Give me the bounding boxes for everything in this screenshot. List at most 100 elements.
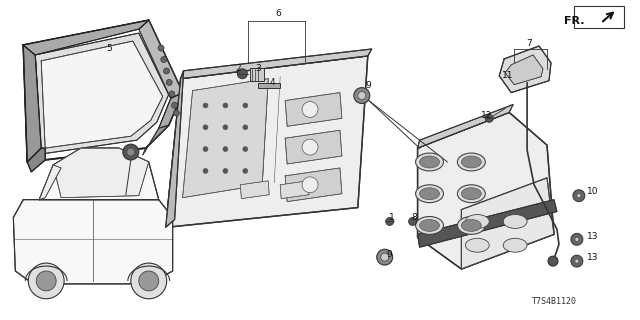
Circle shape bbox=[139, 271, 159, 291]
Circle shape bbox=[577, 194, 581, 198]
Text: 1: 1 bbox=[389, 213, 395, 222]
Text: 9: 9 bbox=[365, 81, 371, 90]
Polygon shape bbox=[166, 71, 184, 228]
Text: 3: 3 bbox=[255, 64, 261, 73]
Polygon shape bbox=[53, 148, 148, 198]
Circle shape bbox=[408, 218, 417, 225]
Ellipse shape bbox=[461, 220, 481, 231]
Polygon shape bbox=[417, 200, 557, 247]
Polygon shape bbox=[285, 92, 342, 126]
Ellipse shape bbox=[503, 214, 527, 228]
Circle shape bbox=[485, 114, 493, 122]
Circle shape bbox=[172, 102, 177, 108]
Circle shape bbox=[158, 45, 164, 51]
Text: 13: 13 bbox=[587, 232, 598, 241]
Bar bbox=[250, 68, 264, 81]
Polygon shape bbox=[23, 45, 41, 162]
Ellipse shape bbox=[461, 188, 481, 200]
Text: 7: 7 bbox=[526, 38, 532, 48]
Circle shape bbox=[123, 144, 139, 160]
Circle shape bbox=[169, 91, 175, 97]
Polygon shape bbox=[505, 55, 543, 85]
Polygon shape bbox=[241, 181, 269, 199]
Polygon shape bbox=[285, 168, 342, 202]
Circle shape bbox=[203, 125, 208, 130]
Circle shape bbox=[386, 218, 394, 225]
Circle shape bbox=[173, 110, 179, 116]
Polygon shape bbox=[13, 200, 173, 284]
Polygon shape bbox=[39, 148, 159, 200]
Circle shape bbox=[131, 263, 166, 299]
Text: 2: 2 bbox=[236, 64, 241, 73]
Circle shape bbox=[223, 147, 228, 152]
Circle shape bbox=[243, 147, 248, 152]
Ellipse shape bbox=[503, 238, 527, 252]
Circle shape bbox=[127, 148, 135, 156]
Circle shape bbox=[573, 190, 585, 202]
Circle shape bbox=[571, 233, 583, 245]
Text: 9: 9 bbox=[387, 250, 392, 259]
Circle shape bbox=[571, 255, 583, 267]
Circle shape bbox=[166, 79, 172, 85]
Text: 4: 4 bbox=[269, 78, 275, 87]
Ellipse shape bbox=[458, 217, 485, 234]
Circle shape bbox=[548, 256, 558, 266]
Circle shape bbox=[161, 57, 167, 62]
Ellipse shape bbox=[465, 238, 489, 252]
Circle shape bbox=[302, 177, 318, 193]
Text: 8: 8 bbox=[412, 213, 417, 222]
Polygon shape bbox=[35, 33, 169, 154]
Polygon shape bbox=[417, 105, 513, 148]
Ellipse shape bbox=[461, 156, 481, 168]
Ellipse shape bbox=[458, 185, 485, 203]
Circle shape bbox=[381, 253, 388, 261]
Circle shape bbox=[243, 125, 248, 130]
Text: 12: 12 bbox=[481, 111, 492, 120]
Polygon shape bbox=[139, 20, 182, 99]
Circle shape bbox=[302, 101, 318, 117]
Ellipse shape bbox=[458, 153, 485, 171]
Circle shape bbox=[223, 103, 228, 108]
Polygon shape bbox=[461, 178, 554, 269]
Circle shape bbox=[203, 147, 208, 152]
Text: FR.: FR. bbox=[564, 16, 585, 26]
Polygon shape bbox=[417, 112, 554, 269]
Polygon shape bbox=[143, 125, 169, 155]
Ellipse shape bbox=[415, 217, 444, 234]
Circle shape bbox=[243, 103, 248, 108]
Circle shape bbox=[354, 88, 370, 103]
Polygon shape bbox=[41, 41, 163, 148]
Polygon shape bbox=[23, 20, 182, 162]
Circle shape bbox=[302, 139, 318, 155]
Circle shape bbox=[203, 168, 208, 173]
Polygon shape bbox=[499, 46, 551, 92]
Circle shape bbox=[36, 271, 56, 291]
Text: T7S4B1120: T7S4B1120 bbox=[531, 297, 577, 306]
Circle shape bbox=[223, 125, 228, 130]
Ellipse shape bbox=[420, 220, 440, 231]
Ellipse shape bbox=[415, 185, 444, 203]
Polygon shape bbox=[28, 148, 45, 172]
Ellipse shape bbox=[420, 188, 440, 200]
Polygon shape bbox=[182, 79, 268, 198]
Circle shape bbox=[575, 259, 579, 263]
Circle shape bbox=[203, 103, 208, 108]
Polygon shape bbox=[23, 20, 148, 55]
Ellipse shape bbox=[415, 153, 444, 171]
Text: 13: 13 bbox=[587, 253, 598, 262]
Circle shape bbox=[243, 168, 248, 173]
Polygon shape bbox=[39, 165, 61, 200]
Text: 5: 5 bbox=[106, 44, 112, 53]
Circle shape bbox=[358, 92, 366, 100]
Polygon shape bbox=[166, 56, 368, 228]
Text: 11: 11 bbox=[502, 71, 514, 80]
Text: 6: 6 bbox=[275, 9, 281, 18]
Ellipse shape bbox=[420, 156, 440, 168]
Polygon shape bbox=[180, 49, 372, 79]
Circle shape bbox=[223, 168, 228, 173]
Circle shape bbox=[28, 263, 64, 299]
Polygon shape bbox=[159, 92, 182, 128]
Bar bbox=[259, 83, 280, 88]
Ellipse shape bbox=[465, 214, 489, 228]
Polygon shape bbox=[285, 130, 342, 164]
